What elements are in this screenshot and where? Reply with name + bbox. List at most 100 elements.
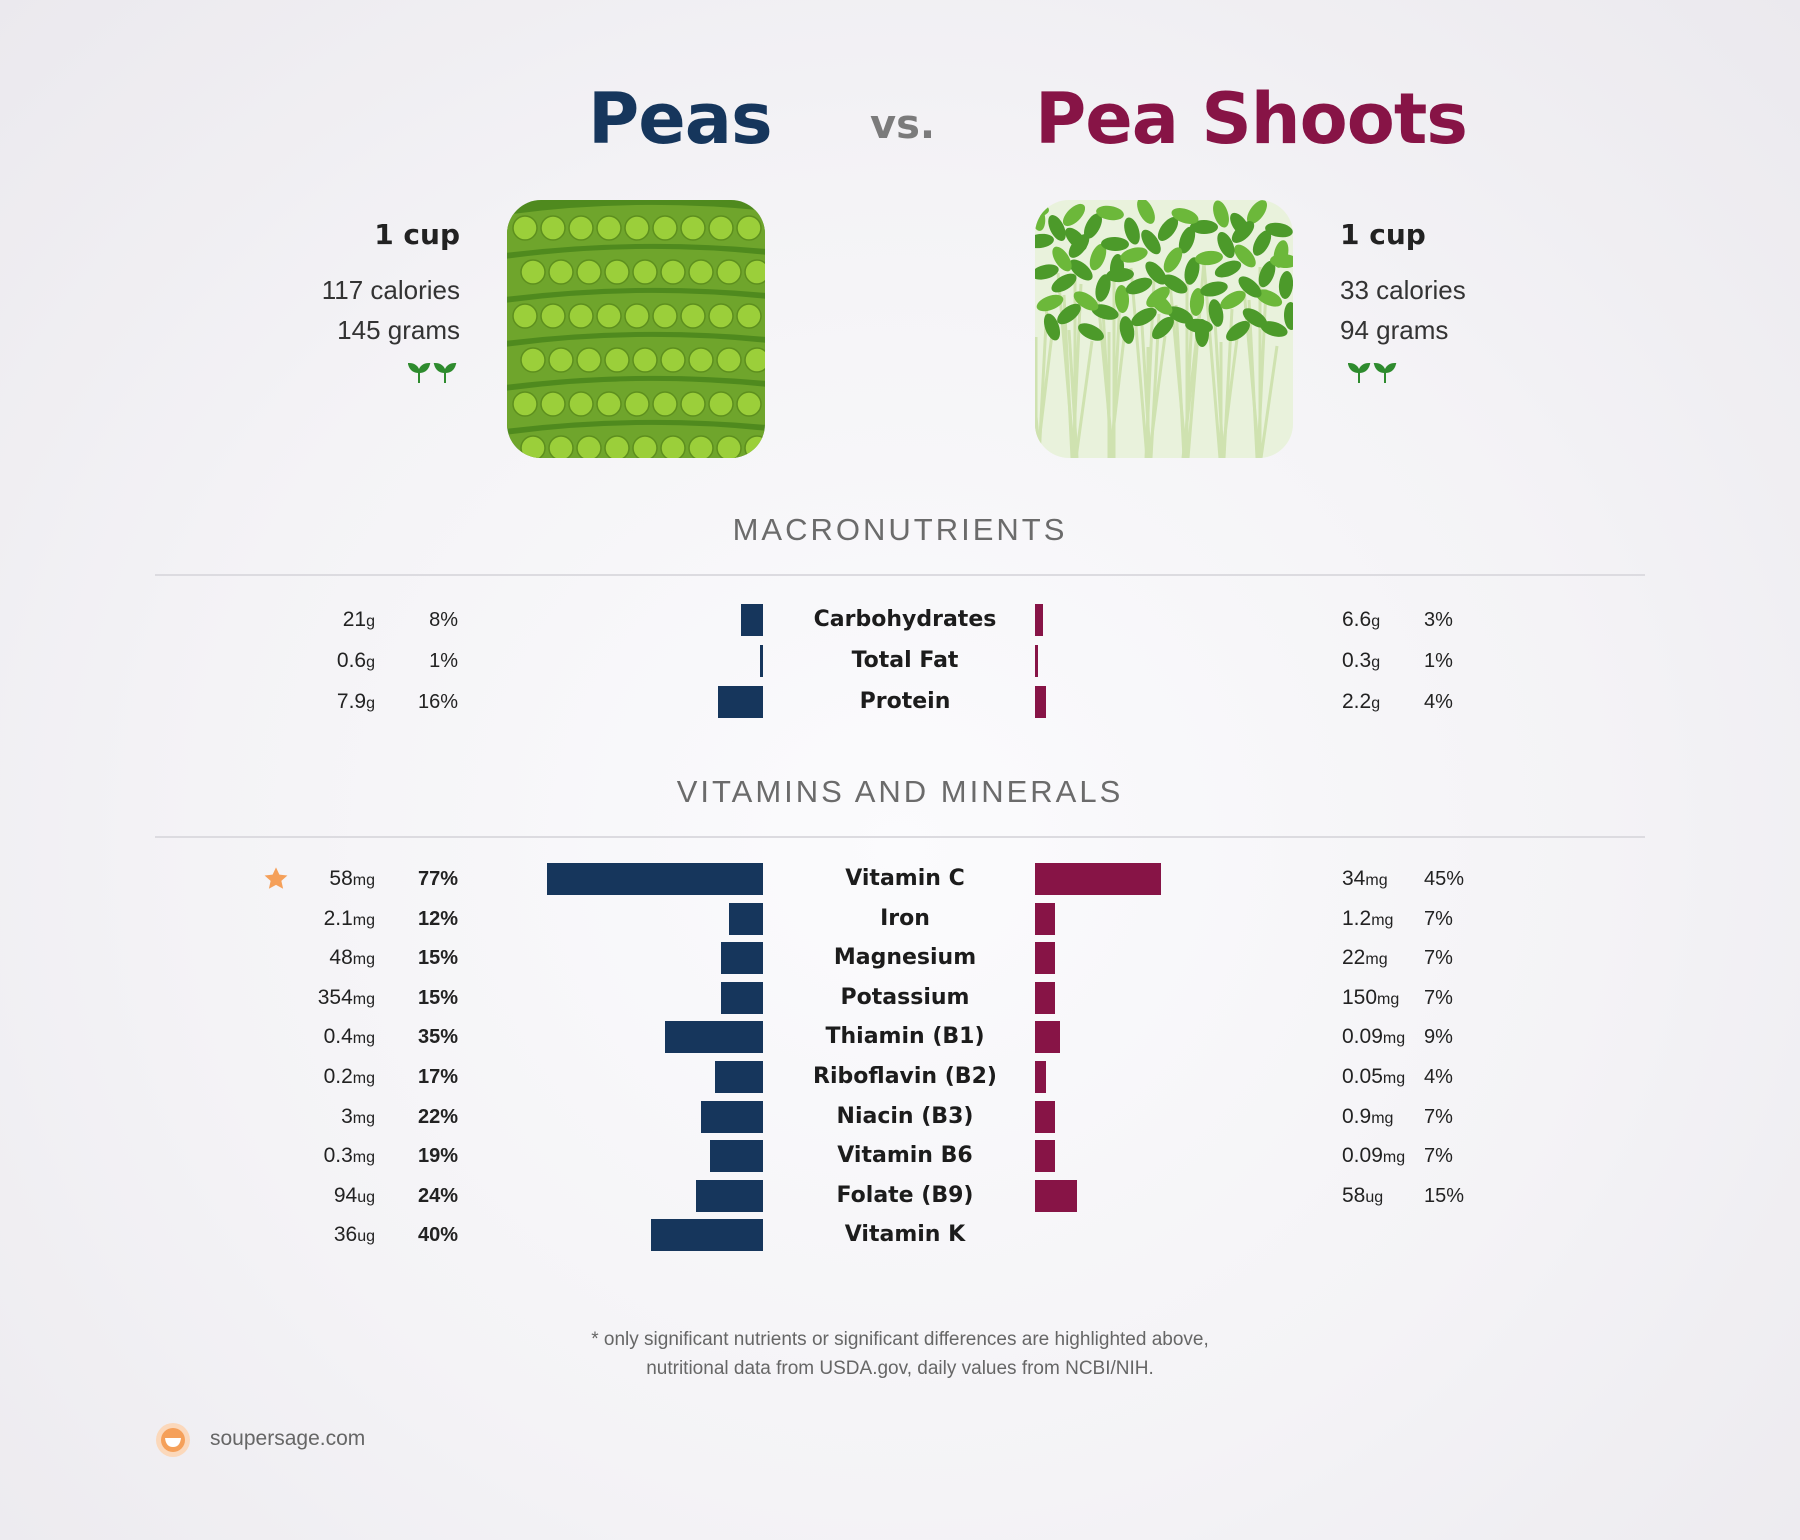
nutrient-row: 0.3mg 19% Vitamin B6 0.09mg 7%	[0, 1136, 1800, 1176]
right-bar	[1035, 645, 1038, 677]
nutrient-name: Vitamin K	[844, 1222, 966, 1248]
right-amount: 22mg	[1342, 946, 1388, 970]
right-daily-value: 1%	[1424, 650, 1453, 672]
right-food-title: Pea Shoots	[1035, 78, 1468, 160]
right-bar	[1035, 942, 1055, 975]
right-amount: 0.9mg	[1342, 1104, 1394, 1128]
soupersage-logo-icon	[155, 1422, 191, 1463]
left-amount: 0.6g	[336, 649, 375, 672]
left-bar	[695, 1179, 763, 1212]
nutrient-row: 0.4mg 35% Thiamin (B1) 0.09mg 9%	[0, 1017, 1800, 1057]
left-daily-value: 1%	[429, 650, 458, 672]
left-daily-value: 77%	[417, 868, 458, 890]
vitamins-heading: VITAMINS AND MINERALS	[676, 774, 1124, 809]
right-serving: 1 cup	[1340, 218, 1426, 251]
nutrient-row: 0.2mg 17% Riboflavin (B2) 0.05mg 4%	[0, 1057, 1800, 1097]
nutrient-name: Magnesium	[833, 945, 977, 971]
vitamins-divider	[155, 836, 1645, 838]
nutrient-name: Carbohydrates	[813, 607, 997, 632]
peas-image	[507, 200, 765, 458]
left-daily-value: 8%	[429, 609, 458, 631]
right-daily-value: 45%	[1424, 868, 1465, 890]
left-daily-value: 22%	[417, 1105, 458, 1128]
left-daily-value: 35%	[417, 1026, 458, 1049]
right-daily-value: 7%	[1424, 907, 1453, 930]
left-daily-value: 24%	[417, 1184, 458, 1207]
left-daily-value: 19%	[417, 1145, 458, 1168]
right-bar	[1035, 686, 1047, 718]
nutrient-name: Niacin (B3)	[836, 1103, 974, 1129]
left-daily-value: 15%	[417, 986, 458, 1009]
nutrient-name: Riboflavin (B2)	[813, 1064, 997, 1089]
right-bar	[1035, 1179, 1077, 1212]
left-bar	[760, 645, 763, 677]
left-amount: 2.1mg	[323, 906, 375, 930]
left-grams: 145 grams	[337, 315, 460, 345]
left-amount: 0.3mg	[323, 1144, 375, 1168]
left-amount: 21g	[342, 608, 375, 631]
nutrient-row: 21g 8% Carbohydrates 6.6g 3%	[0, 600, 1800, 640]
right-daily-value: 3%	[1424, 609, 1453, 631]
right-amount: 0.3g	[1342, 649, 1381, 672]
sprout-icon	[1347, 362, 1397, 383]
macronutrients-divider	[155, 574, 1645, 576]
nutrient-row: 58mg 77% Vitamin C 34mg 45%	[0, 859, 1800, 899]
left-food-title: Peas	[588, 78, 773, 160]
left-amount: 94ug	[333, 1183, 375, 1207]
right-daily-value: 7%	[1424, 1145, 1453, 1168]
left-daily-value: 17%	[417, 1066, 458, 1088]
right-amount: 58ug	[1342, 1183, 1384, 1207]
macronutrients-heading: MACRONUTRIENTS	[732, 512, 1068, 547]
brand-link[interactable]: soupersage.com	[210, 1427, 366, 1450]
left-amount: 48mg	[329, 946, 375, 970]
left-bar	[651, 1219, 763, 1252]
right-daily-value: 9%	[1424, 1026, 1453, 1049]
right-amount: 1.2mg	[1342, 906, 1394, 930]
right-bar	[1035, 1140, 1055, 1173]
right-amount: 2.2g	[1342, 690, 1381, 713]
right-grams: 94 grams	[1340, 315, 1449, 345]
nutrient-name: Thiamin (B1)	[825, 1024, 985, 1050]
pea-shoots-image	[1035, 200, 1293, 458]
nutrient-name: Vitamin B6	[837, 1143, 973, 1169]
right-amount: 0.09mg	[1342, 1025, 1406, 1049]
left-bar	[701, 1100, 763, 1133]
vs-label: vs.	[870, 102, 936, 148]
left-serving: 1 cup	[374, 218, 460, 251]
right-bar	[1035, 902, 1055, 935]
nutrient-row: 7.9g 16% Protein 2.2g 4%	[0, 682, 1800, 722]
right-amount: 0.09mg	[1342, 1144, 1406, 1168]
footnote-line1: * only significant nutrients or signific…	[591, 1329, 1209, 1350]
left-amount: 0.4mg	[323, 1025, 375, 1049]
left-bar	[740, 604, 763, 636]
right-daily-value: 4%	[1424, 691, 1453, 713]
left-daily-value: 40%	[417, 1224, 458, 1247]
nutrient-row: 2.1mg 12% Iron 1.2mg 7%	[0, 899, 1800, 939]
right-daily-value: 15%	[1424, 1184, 1465, 1207]
left-bar	[547, 863, 763, 895]
left-amount: 354mg	[317, 985, 375, 1009]
nutrient-row: 354mg 15% Potassium 150mg 7%	[0, 978, 1800, 1018]
left-daily-value: 12%	[417, 907, 458, 930]
right-bar	[1035, 1021, 1061, 1054]
right-bar	[1035, 1061, 1047, 1093]
nutrient-row: 36ug 40% Vitamin K	[0, 1215, 1800, 1255]
right-amount: 34mg	[1342, 867, 1388, 890]
left-amount: 7.9g	[336, 690, 375, 713]
left-daily-value: 16%	[417, 691, 458, 713]
left-bar	[715, 1061, 763, 1093]
right-daily-value: 7%	[1424, 1105, 1453, 1128]
nutrient-name: Total Fat	[851, 648, 959, 673]
left-amount: 58mg	[329, 867, 375, 890]
left-bar	[721, 981, 763, 1014]
left-amount: 3mg	[341, 1104, 375, 1128]
footnote-line2: nutritional data from USDA.gov, daily va…	[646, 1358, 1154, 1379]
right-bar	[1035, 1100, 1055, 1133]
nutrient-name: Iron	[880, 905, 930, 931]
right-bar	[1035, 981, 1055, 1014]
left-bar	[718, 686, 763, 718]
left-amount: 0.2mg	[323, 1065, 375, 1088]
nutrient-name: Vitamin C	[845, 866, 965, 891]
right-amount: 0.05mg	[1342, 1065, 1406, 1088]
left-calories: 117 calories	[321, 275, 460, 305]
